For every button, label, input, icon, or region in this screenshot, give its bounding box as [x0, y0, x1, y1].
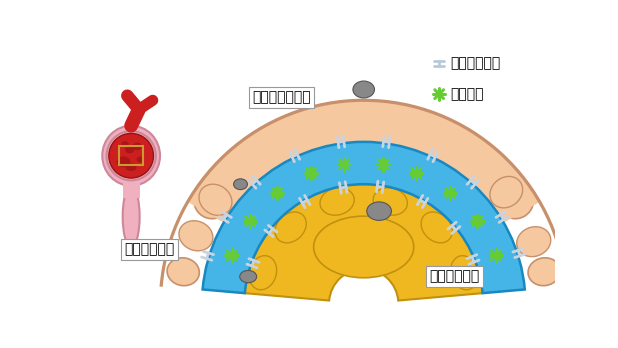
Ellipse shape [123, 186, 140, 247]
Ellipse shape [199, 184, 232, 215]
Ellipse shape [502, 190, 533, 219]
Ellipse shape [305, 133, 428, 209]
Ellipse shape [314, 216, 413, 278]
Ellipse shape [126, 164, 137, 171]
Ellipse shape [240, 270, 256, 283]
Text: 糸球体上皮細胞: 糸球体上皮細胞 [252, 90, 311, 104]
Ellipse shape [421, 212, 452, 243]
Polygon shape [123, 179, 140, 198]
Ellipse shape [194, 190, 226, 219]
Ellipse shape [121, 141, 129, 147]
Ellipse shape [109, 133, 153, 178]
Ellipse shape [167, 258, 200, 286]
Wedge shape [245, 184, 483, 301]
Ellipse shape [133, 143, 142, 150]
Wedge shape [187, 100, 540, 223]
Wedge shape [203, 142, 525, 293]
Ellipse shape [179, 221, 213, 251]
Ellipse shape [117, 157, 130, 167]
Ellipse shape [528, 258, 561, 286]
Ellipse shape [125, 146, 134, 153]
Ellipse shape [451, 256, 478, 290]
Ellipse shape [366, 202, 391, 220]
Ellipse shape [246, 137, 275, 168]
Ellipse shape [137, 157, 144, 163]
Ellipse shape [275, 212, 307, 243]
Ellipse shape [234, 179, 247, 190]
Wedge shape [161, 100, 567, 286]
Ellipse shape [320, 188, 354, 215]
Ellipse shape [490, 176, 523, 208]
Ellipse shape [249, 256, 277, 290]
Text: インテグリン: インテグリン [450, 56, 500, 70]
Ellipse shape [311, 105, 344, 142]
Ellipse shape [373, 188, 407, 215]
Ellipse shape [103, 126, 160, 186]
Ellipse shape [452, 137, 481, 168]
Ellipse shape [353, 81, 375, 98]
Text: ラミニン: ラミニン [450, 87, 483, 101]
Text: 糸球体基底膜: 糸球体基底膜 [124, 243, 175, 257]
Ellipse shape [384, 105, 417, 142]
Text: 血管内皮細胞: 血管内皮細胞 [429, 270, 480, 284]
Ellipse shape [517, 227, 551, 256]
